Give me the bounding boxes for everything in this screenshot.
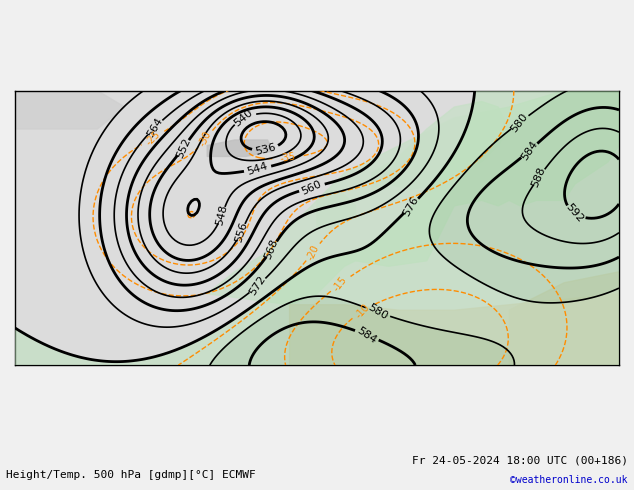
Text: ©weatheronline.co.uk: ©weatheronline.co.uk [510, 475, 628, 485]
Text: 572: 572 [248, 274, 268, 297]
Text: 568: 568 [263, 238, 280, 261]
Text: 552: 552 [174, 136, 192, 159]
Text: Fr 24-05-2024 18:00 UTC (00+186): Fr 24-05-2024 18:00 UTC (00+186) [411, 456, 628, 466]
Text: 584: 584 [356, 325, 378, 345]
Text: Height/Temp. 500 hPa [gdmp][°C] ECMWF: Height/Temp. 500 hPa [gdmp][°C] ECMWF [6, 470, 256, 480]
Text: 536: 536 [255, 142, 278, 157]
Text: 588: 588 [530, 165, 548, 189]
Text: 564: 564 [145, 116, 165, 139]
Text: -25: -25 [144, 129, 162, 147]
Text: 556: 556 [233, 220, 249, 244]
Text: -10: -10 [354, 302, 372, 320]
Text: -15: -15 [332, 274, 349, 293]
Text: -35: -35 [280, 151, 297, 164]
Text: 544: 544 [246, 161, 269, 177]
Text: 576: 576 [401, 195, 421, 218]
Text: 580: 580 [509, 111, 530, 134]
Text: 592: 592 [564, 201, 585, 224]
Text: -20: -20 [305, 243, 321, 261]
Polygon shape [207, 91, 619, 305]
Polygon shape [15, 91, 125, 129]
Polygon shape [207, 140, 273, 156]
Text: 548: 548 [214, 204, 230, 227]
Polygon shape [290, 294, 619, 365]
Text: 584: 584 [519, 139, 540, 162]
Polygon shape [509, 272, 619, 365]
Text: 560: 560 [300, 178, 323, 196]
Text: -30: -30 [198, 130, 214, 148]
Polygon shape [372, 101, 509, 190]
Text: 580: 580 [366, 302, 389, 322]
Polygon shape [317, 190, 356, 228]
Text: 540: 540 [233, 108, 255, 129]
